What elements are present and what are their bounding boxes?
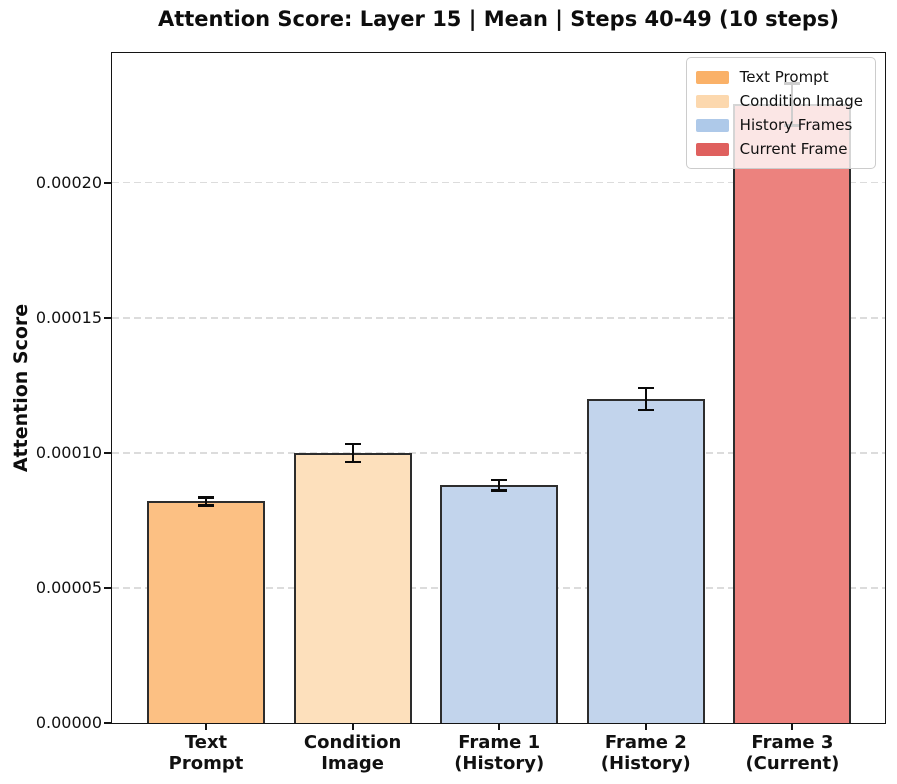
legend-label: History Frames (739, 116, 853, 134)
legend-label: Text Prompt (739, 68, 829, 86)
y-tick-label: 0.00015 (35, 307, 102, 327)
y-tick-label: 0.00000 (35, 713, 102, 732)
error-bar-cap-bottom-text-prompt (198, 504, 214, 507)
error-bar-cap-bottom-frame-2-history (637, 408, 654, 412)
error-bar-cap-top-text-prompt (198, 496, 214, 499)
y-tick-mark (104, 316, 112, 319)
x-tick-label-line: (Current) (745, 753, 840, 774)
x-tick-mark (351, 724, 354, 730)
legend-label: Current Frame (739, 140, 848, 158)
x-tick-mark (205, 724, 207, 730)
x-tick-label-condition-image: Condition Image (263, 732, 443, 774)
bar-text-prompt (147, 501, 265, 723)
y-tick-mark (104, 181, 112, 184)
x-tick-label-line: Text (184, 732, 228, 753)
error-bar-cap-bottom-condition-image (344, 460, 361, 464)
error-bar-frame-1-history (498, 480, 501, 491)
x-tick-label-line: (History) (600, 753, 691, 774)
legend-label: Condition Image (739, 92, 863, 110)
legend-swatch-condition-image (695, 94, 729, 108)
bar-condition-image (293, 452, 412, 723)
gridline (112, 452, 885, 454)
plot-area: Text Prompt Condition Image History Frames… (111, 52, 886, 724)
bar-frame-1-history (440, 485, 559, 723)
bar-frame-2-history (586, 398, 705, 723)
error-bar-text-prompt (205, 497, 207, 506)
legend-item-text-prompt: Text Prompt (695, 65, 863, 89)
x-tick-label-text-prompt: Text Prompt (116, 732, 296, 774)
x-tick-mark (498, 724, 501, 730)
y-tick-mark (104, 722, 112, 724)
error-bar-cap-bottom-frame-1-history (491, 489, 508, 492)
chart-title: Attention Score: Layer 15 | Mean | Steps… (157, 7, 840, 31)
y-tick-mark (104, 451, 112, 454)
x-tick-label-frame-2-history: Frame 2 (History) (556, 732, 736, 774)
legend-item-history-frames: History Frames (695, 113, 863, 137)
x-tick-label-line: (History) (454, 753, 545, 774)
legend-swatch-history-frames (695, 118, 729, 132)
gridline (112, 316, 885, 319)
y-tick-label: 0.00020 (35, 172, 102, 192)
x-tick-mark (644, 724, 647, 730)
x-tick-label-line: Frame 2 (604, 732, 687, 753)
x-tick-label-line: Frame 3 (751, 732, 834, 753)
y-tick-label: 0.00010 (35, 442, 102, 462)
x-tick-label-frame-1-history: Frame 1 (History) (409, 732, 589, 774)
x-tick-mark (791, 724, 794, 730)
error-bar-frame-2-history (644, 387, 647, 410)
bar-frame-3-current (733, 104, 852, 723)
legend-item-condition-image: Condition Image (695, 89, 863, 113)
error-bar-cap-top-frame-2-history (637, 386, 654, 390)
legend: Text Prompt Condition Image History Frames… (685, 57, 876, 169)
gridline (112, 181, 885, 184)
error-bar-cap-top-condition-image (344, 442, 361, 446)
x-tick-label-line: Frame 1 (458, 732, 541, 753)
legend-item-current-frame: Current Frame (695, 137, 863, 161)
legend-swatch-text-prompt (695, 70, 729, 84)
x-tick-label-line: Prompt (168, 753, 244, 774)
error-bar-condition-image (351, 443, 354, 462)
legend-swatch-current-frame (695, 142, 729, 156)
y-tick-label: 0.00005 (35, 577, 102, 597)
error-bar-cap-top-frame-1-history (491, 478, 508, 482)
x-tick-label-frame-3-current: Frame 3 (Current) (702, 732, 882, 774)
x-tick-label-line: Image (321, 753, 384, 774)
x-tick-label-line: Condition (303, 732, 402, 753)
y-tick-mark (104, 586, 112, 589)
